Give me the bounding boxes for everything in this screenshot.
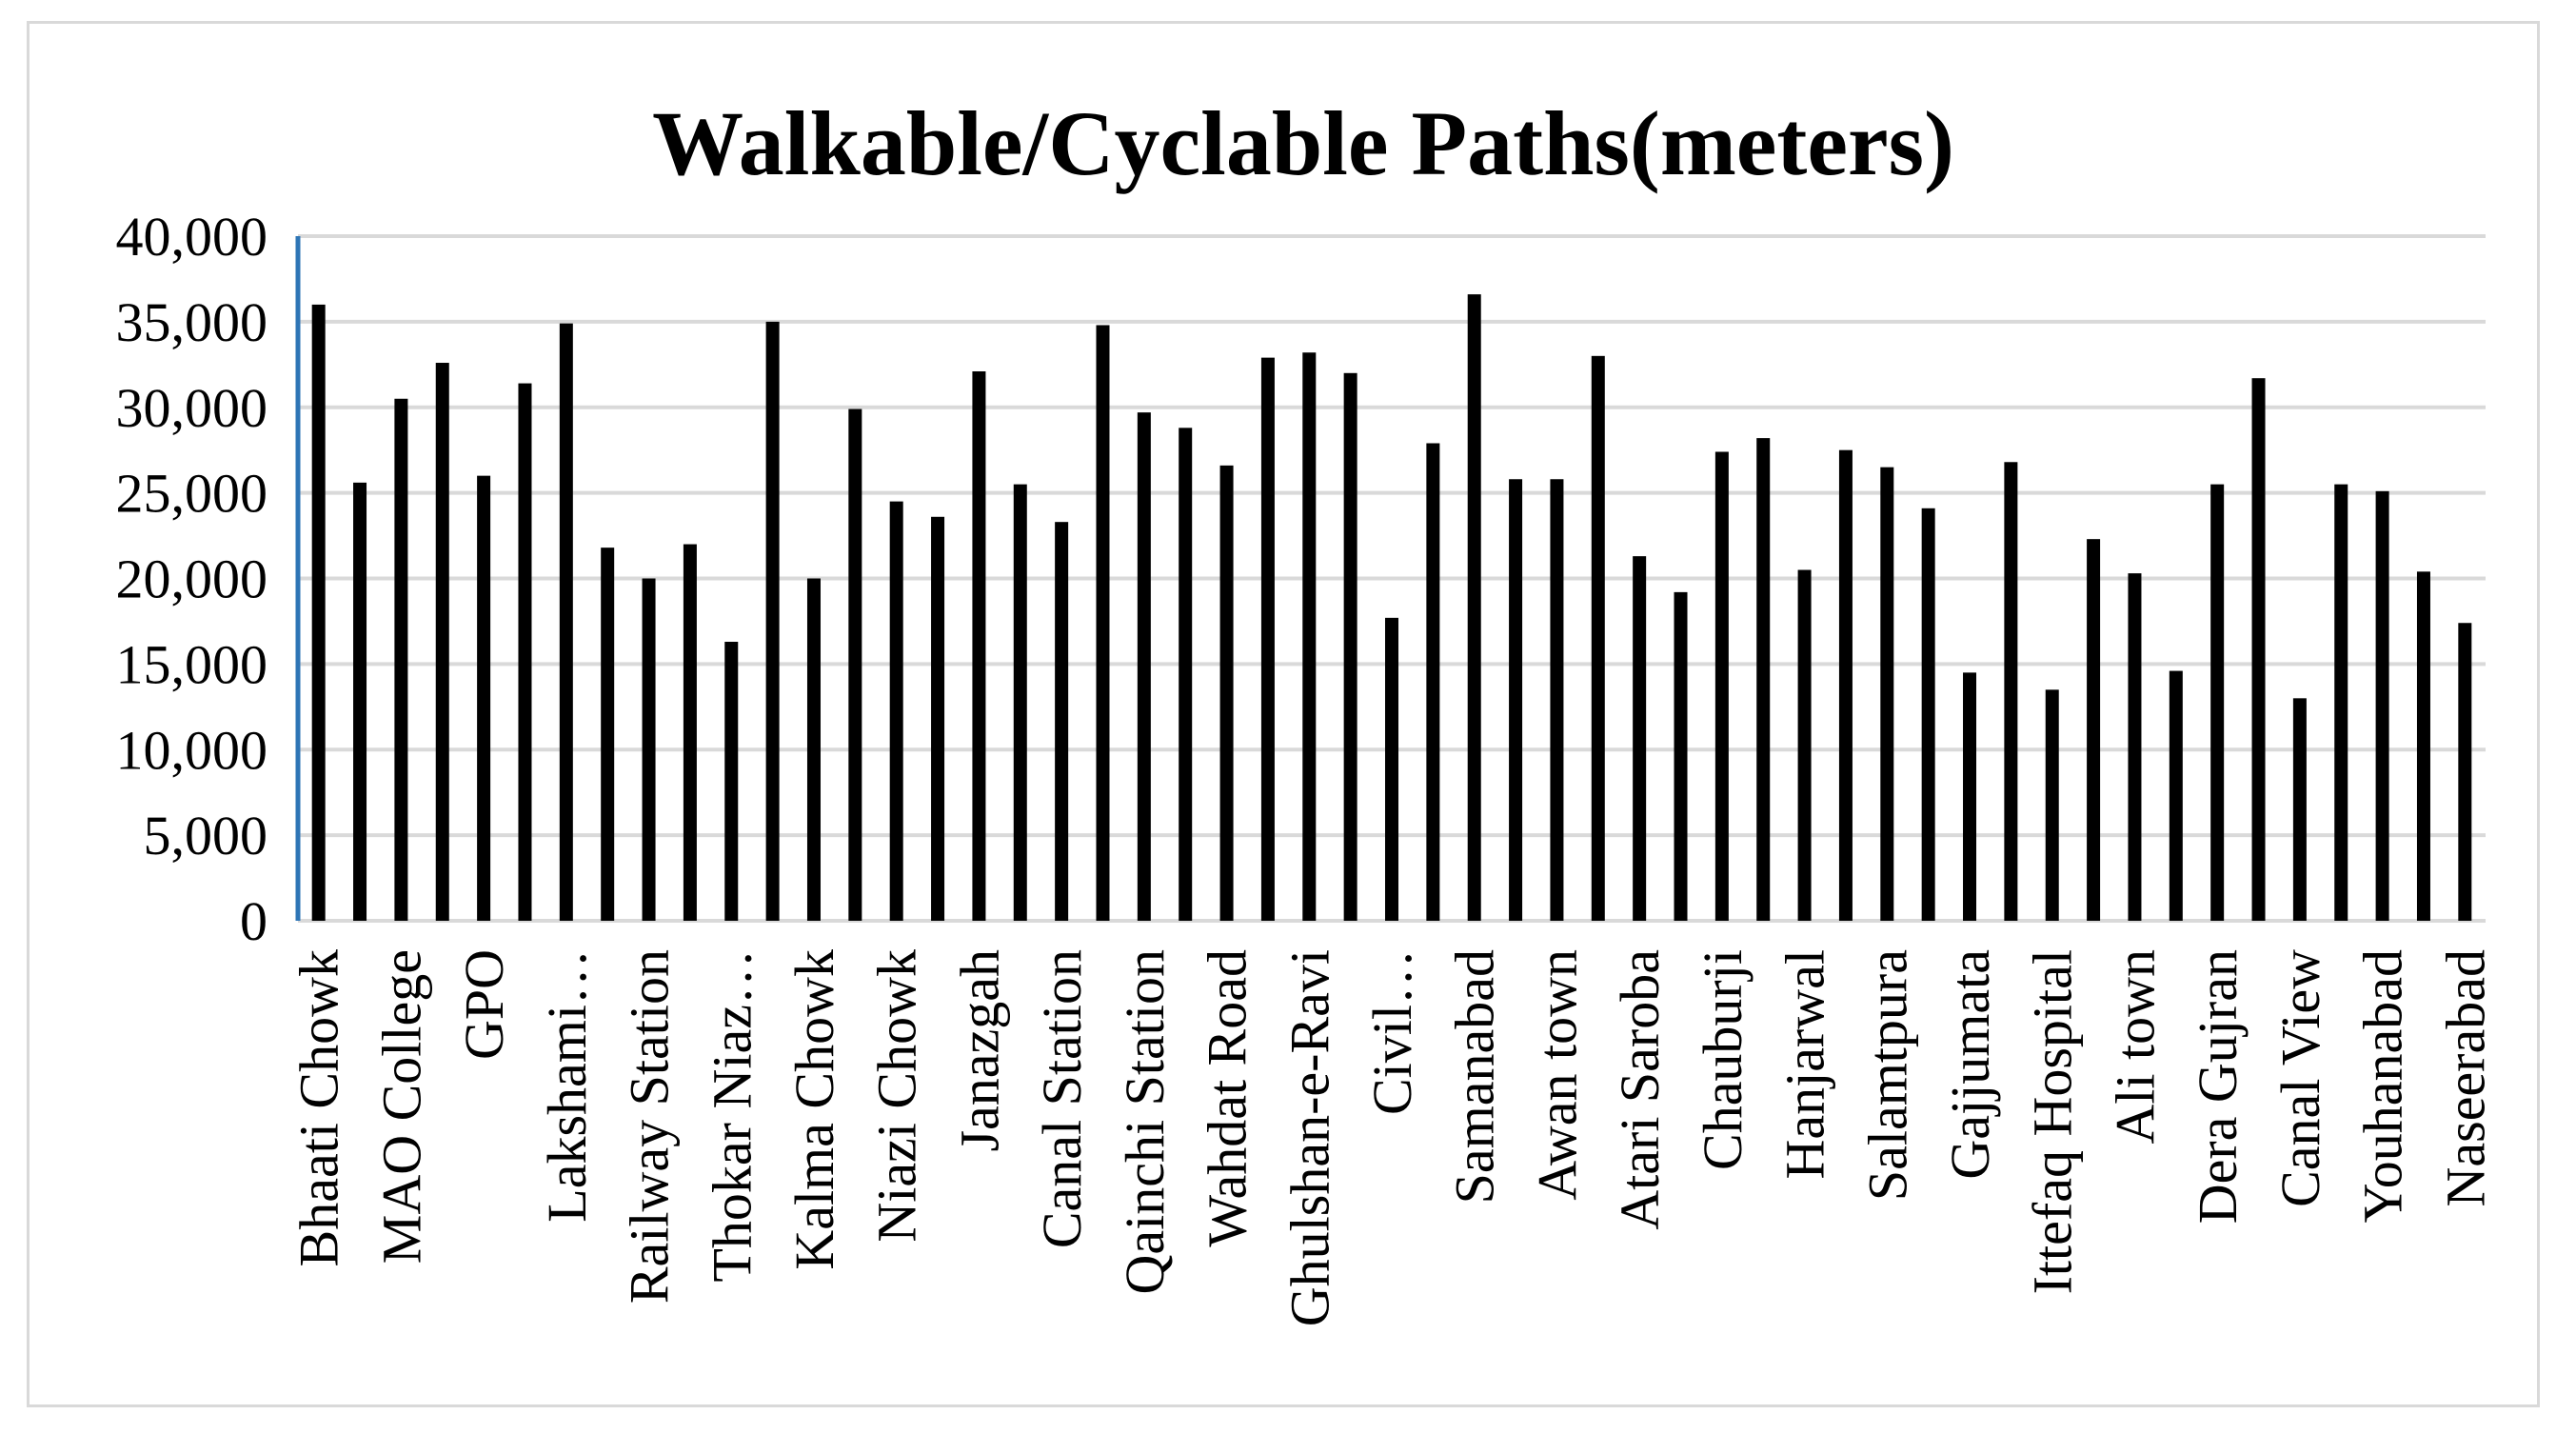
y-tick-label: 25,000	[116, 463, 268, 525]
bar	[1426, 443, 1440, 921]
bar	[1137, 412, 1151, 922]
bar	[2292, 698, 2307, 921]
x-tick-label: Youhanabad	[2352, 949, 2414, 1223]
x-tick-label: Awan town	[1526, 949, 1588, 1201]
y-tick-label: 15,000	[116, 633, 268, 695]
x-tick-label: Canal View	[2269, 949, 2331, 1207]
x-tick-label: Thokar Niaz…	[701, 949, 763, 1282]
x-tick-label: Canal Station	[1031, 949, 1093, 1248]
bar	[1880, 467, 1894, 921]
chart-title: Walkable/Cyclable Paths(meters)	[652, 92, 1954, 194]
bar	[353, 482, 367, 921]
bar	[1674, 591, 1688, 921]
x-tick-label: Ghulshan-e-Ravi	[1278, 949, 1340, 1326]
y-tick-label: 10,000	[116, 719, 268, 781]
bar	[1219, 465, 1234, 921]
bar	[1550, 479, 1564, 921]
y-tick-label: 5,000	[144, 805, 268, 866]
y-axis-ticks: 0 5,000 10,000 15,000 20,000 25,000 30,000 35,0…	[116, 206, 268, 952]
bar	[1963, 672, 1977, 921]
bar	[1260, 357, 1275, 921]
bar	[2458, 623, 2472, 921]
x-tick-label: Dera Gujran	[2187, 949, 2249, 1224]
bar	[642, 578, 656, 921]
bar	[1591, 355, 1605, 921]
bar	[2004, 462, 2018, 921]
y-tick-label: 30,000	[116, 377, 268, 439]
x-tick-label: Civil…	[1361, 949, 1423, 1115]
bar	[2416, 571, 2430, 921]
x-tick-label: Bhaati Chowk	[288, 949, 350, 1266]
x-tick-label: Atari Saroba	[1609, 949, 1671, 1230]
bars	[311, 294, 2472, 922]
x-tick-label: GPO	[453, 949, 515, 1060]
bar	[931, 516, 945, 921]
x-tick-label: Chauburji	[1692, 949, 1754, 1170]
bar	[2045, 689, 2059, 921]
bar	[601, 548, 615, 921]
bar	[889, 501, 903, 921]
bar	[2210, 484, 2225, 921]
bar	[724, 642, 739, 921]
x-tick-label: Ittefaq Hospital	[2022, 949, 2084, 1294]
bar	[1343, 372, 1357, 921]
bar	[1756, 438, 1771, 921]
bar	[765, 321, 780, 921]
x-tick-label: Naseerabad	[2434, 949, 2496, 1207]
x-tick-label: Railway Station	[619, 949, 681, 1304]
bar	[972, 371, 986, 921]
bar	[435, 363, 449, 921]
x-tick-label: Lakshami…	[536, 949, 598, 1223]
bar	[559, 323, 573, 921]
bar	[2169, 670, 2183, 921]
bar	[1838, 449, 1853, 921]
bar	[518, 383, 532, 922]
bar	[1055, 522, 1069, 921]
bar	[848, 408, 862, 921]
y-tick-label: 0	[240, 890, 268, 952]
x-tick-label: Gajjumata	[1939, 949, 2001, 1180]
y-tick-label: 20,000	[116, 548, 268, 610]
x-tick-label: Samanabad	[1444, 949, 1506, 1204]
bar	[1096, 325, 1110, 922]
bar	[1714, 451, 1729, 921]
bar	[806, 578, 821, 921]
bar	[1385, 617, 1398, 921]
bar	[311, 304, 326, 921]
bar	[1013, 484, 1027, 921]
x-axis-labels: Bhaati Chowk MAO College GPO Lakshami… Railw…	[288, 949, 2497, 1326]
bar	[683, 544, 697, 921]
x-tick-label: MAO College	[370, 949, 432, 1264]
x-tick-label: Salamtpura	[1856, 949, 1918, 1201]
bar	[1467, 294, 1481, 921]
x-tick-label: Kalma Chowk	[783, 949, 845, 1270]
bar	[2375, 490, 2389, 921]
x-tick-label: Qainchi Station	[1114, 949, 1176, 1294]
bar	[2334, 484, 2348, 921]
y-tick-label: 35,000	[116, 291, 268, 353]
bar	[477, 475, 491, 921]
bar	[2128, 573, 2142, 921]
bar	[1797, 569, 1812, 921]
y-tick-label: 40,000	[116, 206, 268, 268]
bar	[1509, 479, 1523, 921]
bar-chart: Walkable/Cyclable Paths(meters) 0 5,000 10…	[116, 92, 2497, 1326]
bar	[394, 398, 408, 921]
bar	[2087, 539, 2101, 921]
bar	[1302, 352, 1317, 922]
chart-frame: Walkable/Cyclable Paths(meters) 0 5,000 10…	[27, 21, 2540, 1407]
bar	[2251, 378, 2266, 921]
bar	[1633, 556, 1647, 921]
x-tick-label: Hanjarwal	[1774, 949, 1836, 1180]
x-tick-label: Niazi Chowk	[866, 949, 928, 1243]
x-tick-label: Janazgah	[948, 949, 1010, 1152]
x-tick-label: Ali town	[2104, 949, 2166, 1145]
x-tick-label: Wahdat Road	[1197, 949, 1258, 1247]
bar	[1921, 508, 1935, 921]
gridlines	[298, 234, 2486, 923]
bar	[1179, 428, 1193, 921]
